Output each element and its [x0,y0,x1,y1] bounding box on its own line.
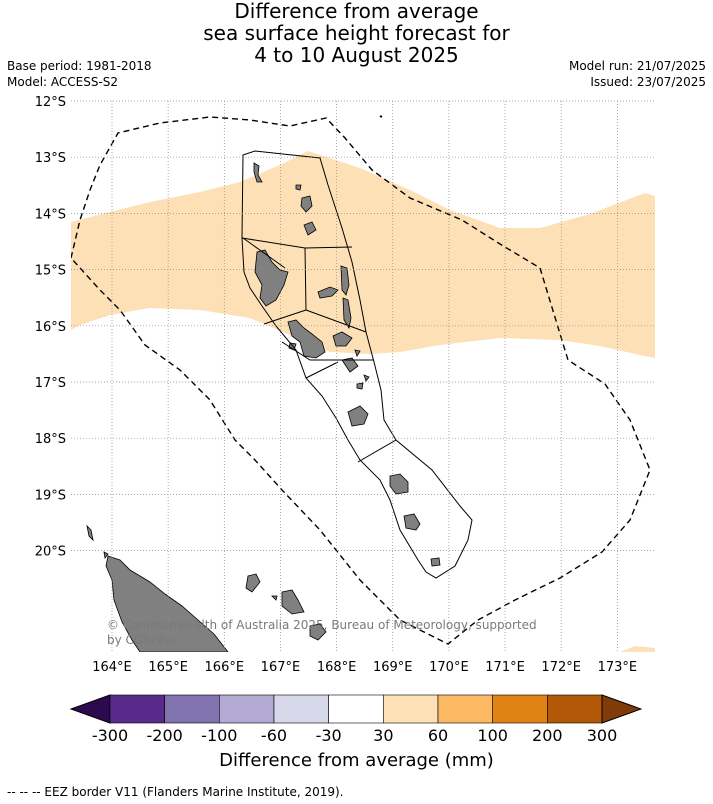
lon-label: 172°E [541,660,581,675]
lat-label: 12°S [35,95,66,110]
gridlines [71,100,655,652]
colorbar-tick-label: 100 [477,726,508,745]
colorbar-segment [219,694,275,724]
island-mare [309,623,327,641]
island-pentecost [342,297,352,330]
anomaly-band-30-60 [71,151,655,358]
issued-date: Issued: 23/07/2025 [590,75,706,89]
island-ambae [317,286,339,299]
colorbar-label: Difference from average (mm) [219,750,494,771]
colorbar-tick-label: -300 [92,726,128,745]
colorbar-extend-low [69,694,111,724]
title-line-1: Difference from average [234,0,479,23]
base-period: Base period: 1981-2018 [7,59,152,73]
eez-vanuatu-outline [241,150,473,579]
island-erromango [389,473,409,495]
island-ambrym [332,331,353,347]
meta-left: Base period: 1981-2018 Model: ACCESS-S2 [7,58,152,90]
land-new-caledonia [86,524,327,652]
meta-right: Model run: 21/07/2025 Issued: 23/07/2025 [569,58,706,90]
lon-label: 168°E [317,660,357,675]
colorbar-segment [164,694,220,724]
model-name: Model: ACCESS-S2 [7,75,119,89]
lon-label: 165°E [148,660,188,675]
lat-label: 18°S [35,432,66,447]
island-vanua-lava [300,195,313,213]
island-grande-terre [105,555,229,652]
colorbar-tick-label: -60 [261,726,287,745]
colorbar-segment [492,694,548,724]
colorbar-tick-label: -100 [201,726,237,745]
colorbar-segment [328,694,384,724]
colorbar-tick-label: -200 [147,726,183,745]
island-loyalty-small [271,595,278,601]
island-small-1 [295,184,302,191]
island-espiritu-santo [254,249,289,307]
map-plot-area [71,115,655,652]
colorbar-tick-label: 60 [428,726,448,745]
boundary-line-7 [242,237,286,269]
colorbar-tick-label: 300 [587,726,618,745]
colorbar-segment [383,694,439,724]
lon-label: 170°E [429,660,469,675]
lat-label: 20°S [35,545,66,560]
lat-label: 19°S [35,488,66,503]
island-small-4 [363,374,370,382]
colorbar-extend-high [601,694,643,724]
lat-label: 17°S [35,376,66,391]
boundary-line-6 [357,439,397,463]
boundary-line-5 [305,361,339,379]
lon-label: 169°E [373,660,413,675]
colorbar-segment [547,694,603,724]
lon-label: 164°E [92,660,132,675]
internal-boundaries [241,150,473,579]
colorbar: -300 -200 -100 -60 -30 30 60 100 200 300 [69,694,643,745]
island-small-2 [356,382,364,390]
title-line-2: sea surface height forecast for [203,21,510,45]
lon-label: 166°E [205,660,245,675]
island-ouvea [245,573,261,593]
island-lifou [281,589,305,615]
island-torres [253,162,263,183]
island-efate [347,405,369,427]
boundary-line-4 [281,341,374,361]
island-aneityum [430,557,441,567]
eez-border-dashed [71,116,651,645]
colorbar-tick-label: 30 [373,726,393,745]
lat-label: 13°S [35,151,66,166]
island-maewo [340,265,350,296]
lon-label: 167°E [261,660,301,675]
island-small-3 [354,349,361,357]
latitude-labels: 12°S 13°S 14°S 15°S 16°S 17°S 18°S 19°S 20°S [35,95,66,560]
anomaly-band-small [620,646,655,652]
island-gaua [303,221,317,236]
map-title: Difference from average sea surface heig… [0,0,713,66]
lat-label: 15°S [35,264,66,279]
longitude-labels: 164°E 165°E 166°E 167°E 168°E 169°E 170°E 171°E… [92,660,637,675]
lon-label: 171°E [485,660,525,675]
title-line-3: 4 to 10 August 2025 [254,43,459,67]
copyright-notice: © Commonwealth of Australia 2025, Bureau… [107,618,540,647]
colorbar-segment [437,694,493,724]
island-malekula [287,319,326,359]
island-tanna [403,513,421,531]
island-belep [86,524,94,542]
island-nc-small [103,551,109,559]
colorbar-tick-label: 200 [532,726,563,745]
eez-legend-footnote: -- -- -- EEZ border V11 (Flanders Marine… [7,785,344,799]
boundary-line-3 [263,309,307,325]
eez-dot [379,115,383,118]
lon-label: 173°E [598,660,638,675]
model-run: Model run: 21/07/2025 [568,59,706,73]
colorbar-segment [109,694,165,724]
lat-label: 16°S [35,320,66,335]
island-epi [341,357,359,373]
colorbar-tick-label: -30 [316,726,342,745]
lat-label: 14°S [35,207,66,222]
colorbar-segment [273,694,329,724]
land-vanuatu [253,162,441,567]
